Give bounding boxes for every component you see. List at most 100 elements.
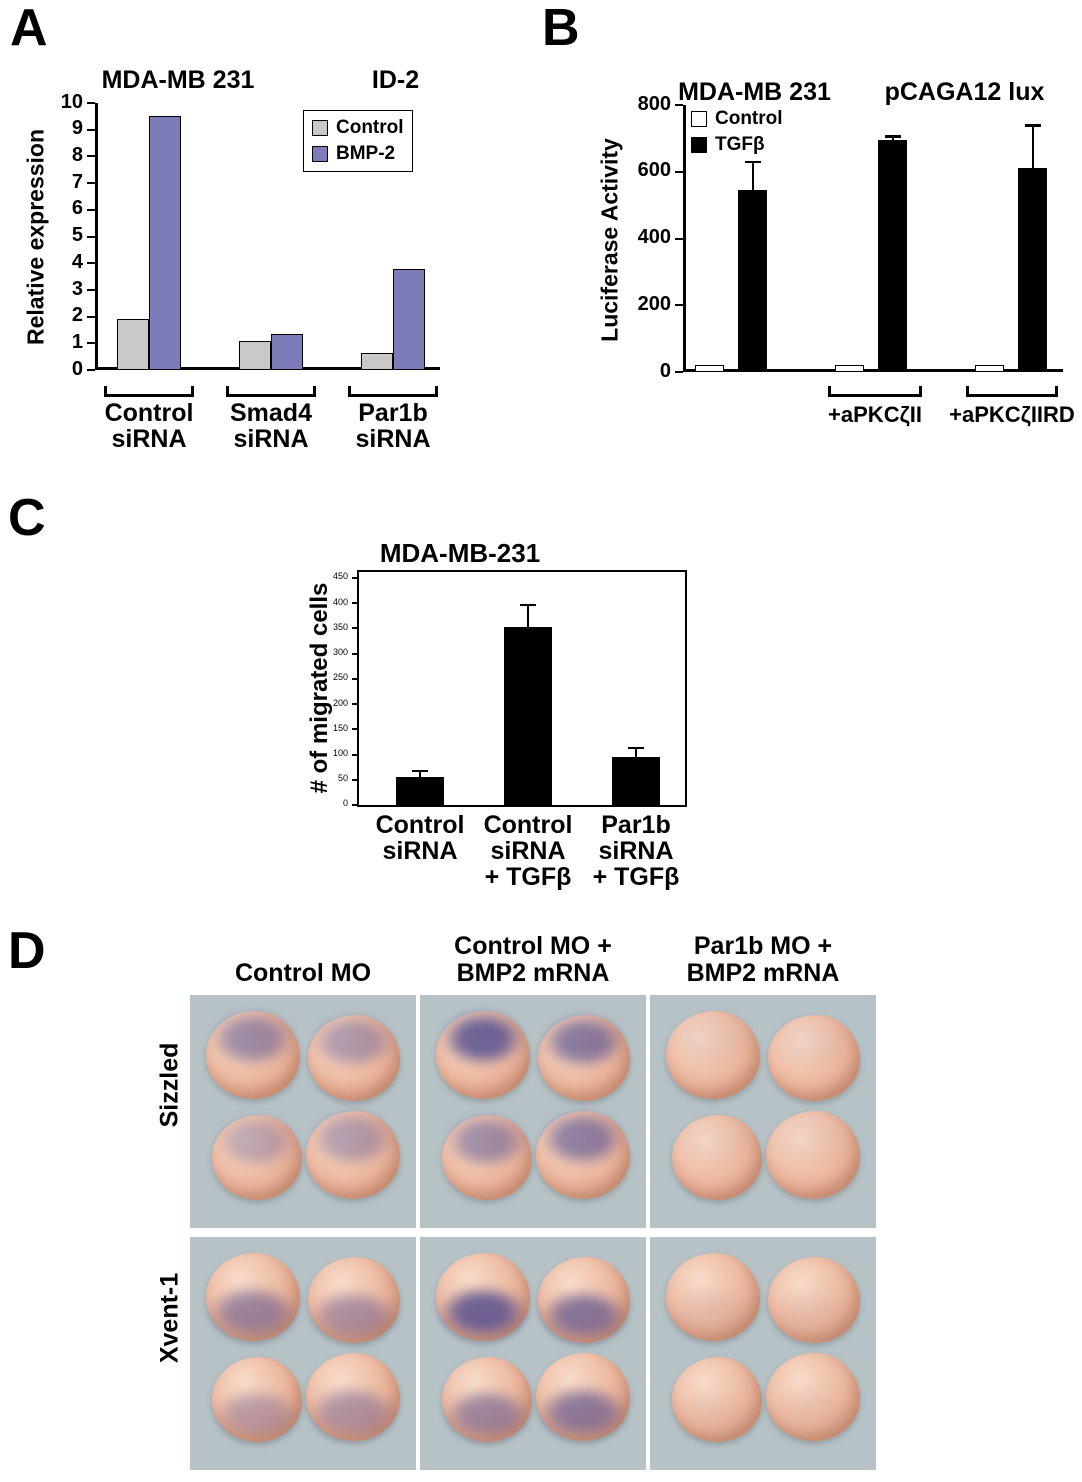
panel-a-title: MDA-MB 231	[101, 66, 255, 94]
embryo-panel	[650, 995, 876, 1228]
y-tick-label: 9	[71, 117, 83, 140]
y-tick-mark	[352, 677, 357, 680]
bmp2-legend-label: BMP-2	[336, 143, 396, 164]
embryo	[768, 1015, 860, 1101]
legend-item-bmp2: BMP-2	[312, 141, 404, 167]
stain-region	[313, 1111, 393, 1165]
legend-item-tgfb: TGFβ	[691, 132, 783, 158]
error-bar-cap	[520, 603, 536, 607]
group-label-control-sirna: Control siRNA	[375, 811, 465, 865]
stain-region	[310, 1387, 396, 1439]
y-tick-label: 50	[337, 773, 348, 784]
error-bar-cap	[412, 769, 428, 773]
y-tick-label: 8	[71, 144, 83, 166]
panel-b-subtitle: pCAGA12 lux	[884, 78, 1045, 106]
embryo	[538, 1015, 630, 1101]
stain-region	[315, 1015, 393, 1068]
bmp2-swatch	[312, 146, 328, 162]
embryo-panel	[190, 995, 416, 1228]
bar	[504, 627, 552, 805]
group-label-control-sirna-tgfb: Control siRNA + TGFβ	[483, 811, 573, 891]
control-legend-label: Control	[715, 108, 783, 129]
error-bar-whisker	[419, 770, 421, 778]
y-tick-label: 0	[659, 359, 671, 382]
embryo	[536, 1111, 630, 1199]
embryo	[308, 1015, 400, 1101]
embryo	[536, 1353, 630, 1441]
y-tick-mark	[352, 652, 357, 655]
y-tick-label: 200	[637, 292, 671, 315]
embryo-panel	[420, 995, 646, 1228]
stain-region	[775, 1015, 853, 1068]
y-tick-label: 150	[332, 722, 348, 733]
row-label-xvent1: Xvent-1	[155, 1272, 184, 1364]
panel-b-letter: B	[542, 0, 580, 57]
stain-region	[673, 1011, 753, 1065]
bar	[695, 365, 724, 372]
stain-region	[770, 1387, 856, 1439]
embryo	[672, 1115, 762, 1200]
row-label-sizzled: Sizzled	[155, 1042, 184, 1128]
y-tick-mark	[675, 237, 683, 240]
error-bar-whisker	[635, 747, 637, 758]
legend-item-control: Control	[691, 106, 783, 132]
stain-region	[446, 1390, 528, 1440]
y-tick-mark	[352, 804, 357, 806]
y-tick-mark	[352, 577, 357, 579]
embryo	[666, 1253, 760, 1341]
stain-region	[545, 1015, 623, 1068]
axis	[683, 105, 1063, 372]
stain-region	[440, 1287, 526, 1339]
control-swatch	[312, 120, 328, 136]
y-tick-label: 10	[60, 90, 83, 113]
y-tick-label: 400	[637, 226, 671, 249]
stain-region	[543, 1111, 623, 1165]
y-tick-label: 400	[332, 596, 348, 607]
y-tick-mark	[675, 371, 683, 373]
group-label-par1b-sirna: Par1b siRNA	[355, 399, 431, 453]
y-tick-label: 4	[71, 250, 83, 273]
group-bracket	[348, 386, 438, 397]
stain-region	[670, 1287, 756, 1339]
bar	[396, 777, 444, 805]
embryo	[436, 1253, 530, 1341]
y-tick-label: 600	[637, 159, 671, 182]
stain-region	[676, 1390, 758, 1440]
y-tick-mark	[352, 627, 357, 630]
embryo	[672, 1357, 762, 1442]
y-tick-mark	[87, 102, 95, 104]
y-tick-mark	[352, 602, 357, 605]
panel-c-letter: C	[8, 489, 46, 547]
column-header-control-mo: Control MO	[234, 959, 372, 987]
stain-region	[449, 1115, 525, 1167]
column-header-control-mo-bmp2: Control MO + BMP2 mRNA	[454, 932, 612, 987]
panel-c-y-axis-label: # of migrated cells	[306, 582, 333, 794]
stain-region	[542, 1290, 626, 1341]
bar	[117, 319, 149, 370]
group-bracket	[828, 386, 922, 397]
embryo	[206, 1011, 300, 1099]
embryo	[442, 1357, 532, 1442]
y-tick-label: 7	[71, 170, 83, 193]
bar	[738, 190, 767, 372]
panel-b-y-axis-label: Luciferase Activity	[596, 138, 623, 342]
panel-b-legend: Control TGFβ	[691, 106, 783, 158]
column-header-par1b-mo-bmp2: Par1b MO + BMP2 mRNA	[686, 932, 840, 987]
group-label-control-sirna: Control siRNA	[104, 399, 194, 453]
legend-item-control: Control	[312, 115, 404, 141]
bracket-label-apkczii: +aPKCζII	[828, 402, 922, 427]
error-bar-whisker	[751, 161, 754, 191]
embryo-panel	[190, 1237, 416, 1470]
group-bracket	[104, 386, 194, 397]
y-tick-label: 350	[332, 621, 348, 632]
y-tick-mark	[352, 778, 357, 781]
y-tick-label: 100	[332, 747, 348, 758]
y-tick-label: 1	[71, 330, 83, 353]
panel-d-letter: D	[8, 922, 46, 980]
embryo	[308, 1257, 400, 1343]
y-tick-label: 200	[332, 697, 348, 708]
y-tick-label: 2	[71, 304, 83, 327]
y-tick-label: 0	[342, 798, 348, 809]
y-tick-mark	[87, 235, 95, 238]
y-tick-label: 300	[332, 647, 348, 658]
